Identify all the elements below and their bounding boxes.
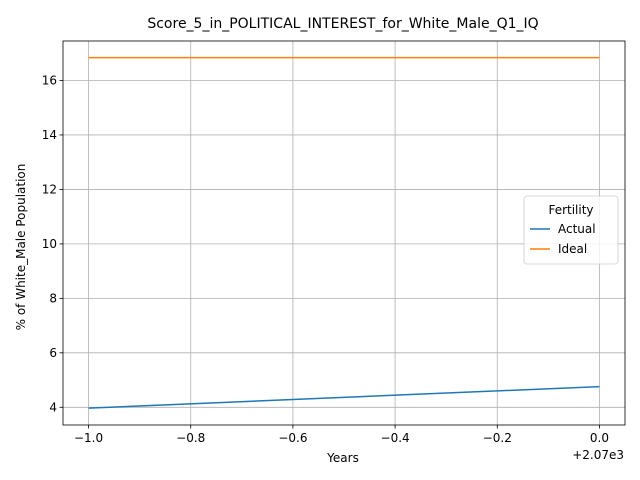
y-axis-ticks: 4 6 8 10 12 14 16 (42, 73, 63, 414)
y-tick-label: 14 (42, 128, 57, 142)
x-tick-label: −0.8 (176, 431, 205, 445)
x-axis-offset-label: +2.07e3 (572, 448, 624, 462)
legend: Fertility Actual Ideal (523, 195, 619, 265)
plot-area-frame (62, 40, 626, 426)
y-tick-label: 4 (49, 400, 57, 414)
x-axis-label: Years (326, 451, 359, 465)
x-tick-label: −0.4 (381, 431, 410, 445)
y-tick-label: 16 (42, 73, 57, 87)
series-line-actual (88, 385, 600, 409)
x-axis-ticks: −1.0 −0.8 −0.6 −0.4 −0.2 0.0 (74, 425, 609, 445)
chart-title: Score_5_in_POLITICAL_INTEREST_for_White_… (147, 16, 538, 32)
y-tick-label: 8 (49, 291, 57, 305)
x-tick-label: −0.2 (483, 431, 512, 445)
y-axis-label: % of White_Male Population (14, 164, 28, 331)
x-tick-label: −0.6 (278, 431, 307, 445)
legend-label-actual: Actual (558, 222, 596, 236)
x-tick-label: 0.0 (590, 431, 609, 445)
y-tick-label: 6 (49, 346, 57, 360)
series-lines (88, 56, 600, 409)
legend-box (523, 195, 619, 265)
y-tick-label: 10 (42, 237, 57, 251)
legend-title: Fertility (548, 203, 593, 217)
legend-label-ideal: Ideal (558, 242, 587, 256)
x-tick-label: −1.0 (74, 431, 103, 445)
y-tick-label: 12 (42, 182, 57, 196)
